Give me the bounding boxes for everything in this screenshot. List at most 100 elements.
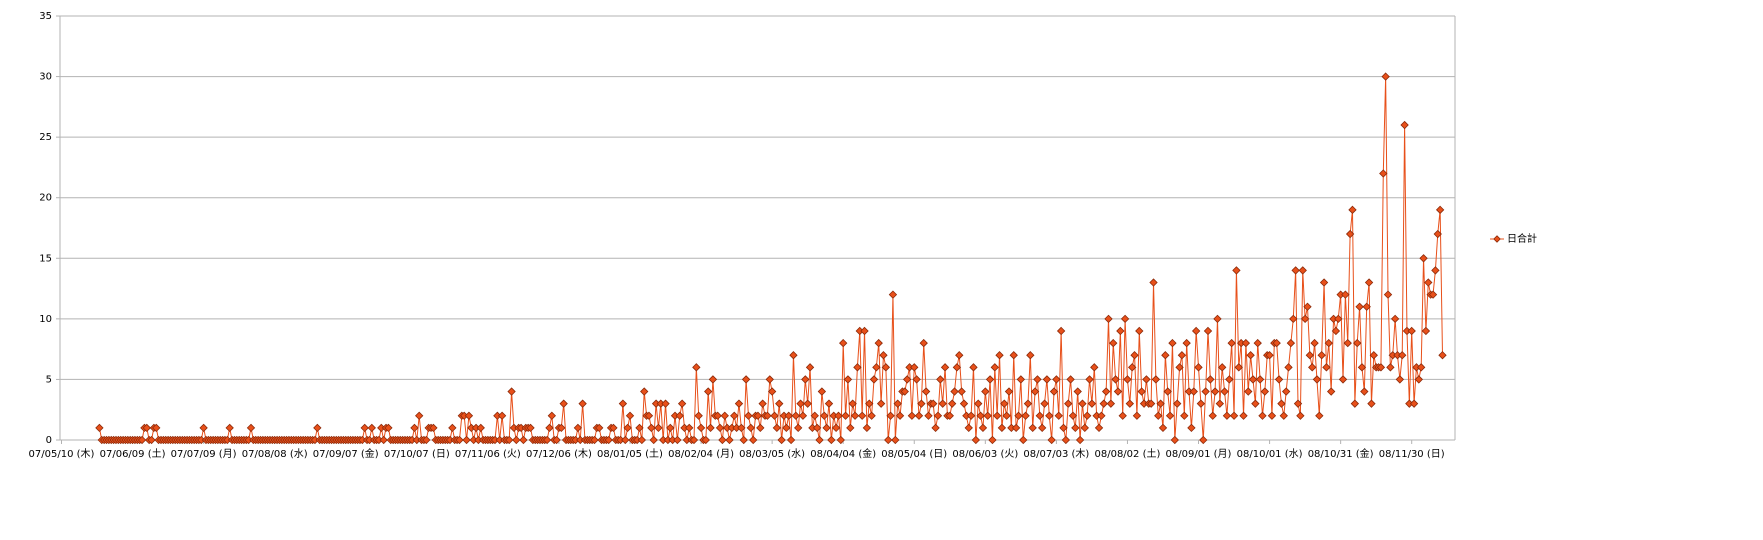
data-point <box>985 375 995 384</box>
data-point <box>1338 375 1348 384</box>
data-point <box>860 326 869 336</box>
x-tick-label: 08/11/30 (日) <box>1379 449 1445 460</box>
data-point <box>1099 399 1108 408</box>
x-tick-label: 07/05/10 (木) <box>29 448 95 460</box>
data-point <box>853 363 862 372</box>
data-point <box>367 423 376 433</box>
data-point <box>1014 411 1023 420</box>
data-point <box>957 387 966 396</box>
data-point <box>810 411 819 420</box>
x-tick-label: 08/05/04 (日) <box>881 449 947 460</box>
data-point <box>1011 423 1021 433</box>
data-point <box>940 363 950 372</box>
data-point <box>969 363 978 372</box>
data-point <box>1109 338 1118 348</box>
data-point <box>938 399 947 408</box>
data-point <box>777 435 786 445</box>
data-point <box>1085 375 1094 384</box>
data-point <box>595 423 604 433</box>
data-point <box>1173 399 1182 408</box>
y-tick-label: 10 <box>39 314 52 325</box>
data-point <box>997 423 1007 433</box>
data-point <box>836 435 845 445</box>
data-point <box>1324 338 1333 348</box>
data-point <box>1168 338 1177 348</box>
legend-label: 日合計 <box>1507 232 1537 245</box>
data-point <box>1073 387 1082 396</box>
data-point <box>1345 229 1355 239</box>
data-point <box>1206 375 1215 384</box>
data-point <box>379 435 388 445</box>
data-point <box>410 423 419 433</box>
data-point <box>737 423 746 433</box>
data-point <box>1189 387 1198 396</box>
data-point <box>1298 266 1307 275</box>
data-point <box>772 423 782 433</box>
data-point <box>812 423 822 433</box>
data-point <box>701 435 710 445</box>
data-point <box>881 363 891 372</box>
data-point <box>1045 411 1054 420</box>
data-point <box>1161 351 1170 360</box>
data-point <box>1291 266 1300 275</box>
data-point <box>1317 351 1326 360</box>
data-point <box>1360 387 1369 396</box>
data-point <box>902 375 912 384</box>
data-point <box>950 387 959 396</box>
data-point <box>609 423 618 433</box>
data-point <box>623 423 632 433</box>
x-tick-label: 08/09/01 (月) <box>1166 448 1232 460</box>
data-point <box>677 399 687 408</box>
data-point <box>429 423 438 433</box>
data-point <box>1417 363 1426 372</box>
data-point <box>1054 411 1063 420</box>
data-point <box>142 423 151 433</box>
data-point <box>848 399 857 408</box>
data-point <box>1421 326 1431 336</box>
data-point <box>1104 314 1113 324</box>
data-point <box>739 435 748 445</box>
data-point <box>618 399 628 408</box>
data-point <box>1274 375 1284 384</box>
data-point <box>895 411 905 420</box>
data-point <box>1125 399 1134 408</box>
data-point <box>313 423 322 433</box>
data-point <box>455 435 464 445</box>
data-point <box>1241 338 1251 348</box>
data-point <box>843 375 853 384</box>
x-tick-label: 07/06/09 (土) <box>100 447 166 460</box>
y-tick-label: 35 <box>39 11 52 22</box>
data-point <box>1094 423 1104 433</box>
data-point <box>644 411 654 420</box>
data-point <box>794 423 803 433</box>
data-point <box>1210 387 1220 396</box>
data-point <box>621 435 630 445</box>
x-tick-label: 07/08/08 (水) <box>242 448 308 460</box>
data-point <box>637 435 647 445</box>
data-point <box>713 411 722 420</box>
data-point <box>784 411 793 420</box>
data-point <box>947 399 957 408</box>
data-point <box>933 411 943 420</box>
data-point <box>791 411 800 420</box>
data-point <box>640 387 649 396</box>
data-point <box>1142 375 1151 384</box>
data-point <box>1381 72 1390 81</box>
data-point <box>1319 278 1329 287</box>
data-point <box>1106 399 1116 408</box>
data-point <box>1021 411 1030 420</box>
data-point <box>1312 375 1322 384</box>
data-point <box>1244 387 1253 396</box>
data-point <box>993 411 1002 420</box>
data-point <box>1078 399 1087 408</box>
x-tick-label: 08/10/01 (水) <box>1237 448 1303 460</box>
data-point <box>876 399 886 408</box>
data-point <box>1364 278 1374 287</box>
data-point <box>1080 423 1089 433</box>
data-point <box>1149 278 1158 287</box>
data-point <box>1409 399 1419 408</box>
data-point <box>1322 363 1331 372</box>
data-point <box>1118 411 1127 420</box>
data-point <box>225 423 234 433</box>
